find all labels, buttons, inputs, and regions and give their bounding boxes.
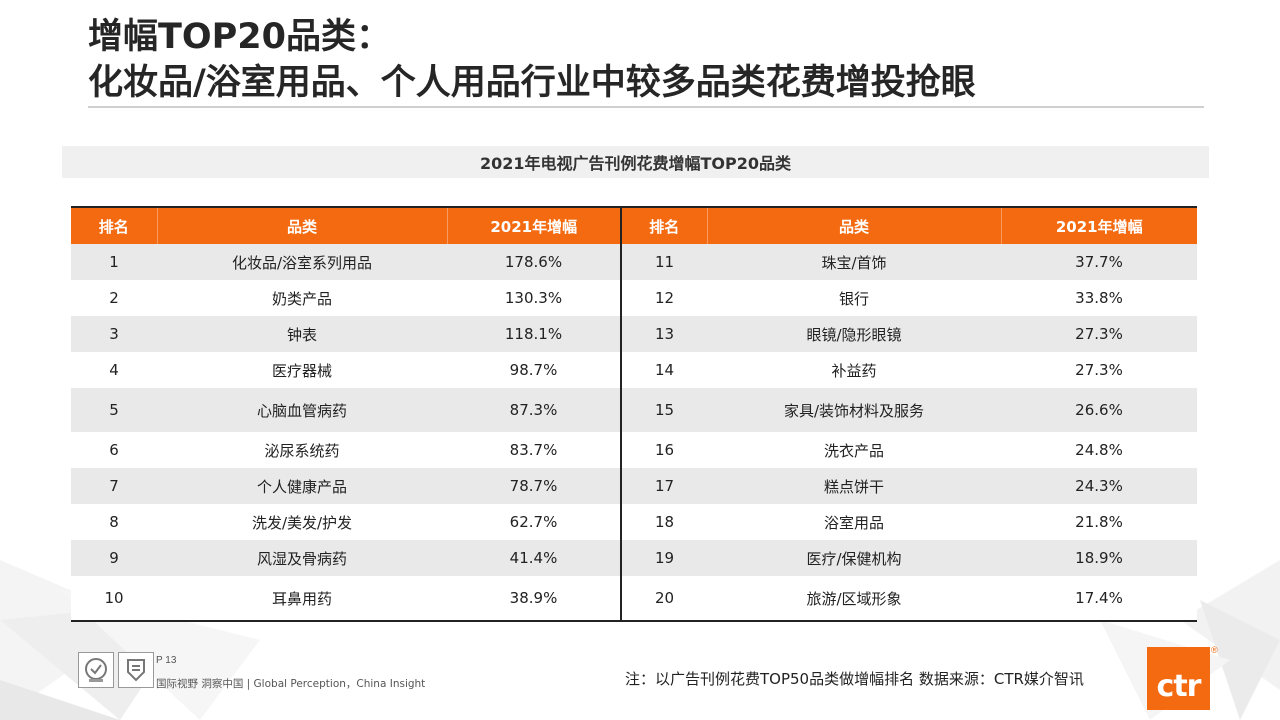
rank-cell: 10 <box>71 576 157 622</box>
growth-cell: 26.6% <box>1001 388 1197 432</box>
table-row: 10 耳鼻用药 38.9% 20 旅游/区域形象 17.4% <box>71 576 1197 622</box>
table-row: 3 钟表 118.1% 13 眼镜/隐形眼镜 27.3% <box>71 316 1197 352</box>
table-row: 8 洗发/美发/护发 62.7% 18 浴室用品 21.8% <box>71 504 1197 540</box>
category-cell: 洗衣产品 <box>707 432 1001 468</box>
rank-cell: 17 <box>620 468 707 504</box>
rank-cell: 15 <box>620 388 707 432</box>
rank-cell: 18 <box>620 504 707 540</box>
category-cell: 心脑血管病药 <box>157 388 447 432</box>
category-cell: 珠宝/首饰 <box>707 244 1001 280</box>
header-rank-right: 排名 <box>620 206 707 244</box>
rank-cell: 6 <box>71 432 157 468</box>
growth-cell: 98.7% <box>447 352 621 388</box>
ranking-table: 排名 品类 2021年增幅 排名 品类 2021年增幅 1 化妆品/浴室系列用品… <box>71 206 1197 622</box>
growth-cell: 24.3% <box>1001 468 1197 504</box>
category-cell: 洗发/美发/护发 <box>157 504 447 540</box>
rank-cell: 19 <box>620 540 707 576</box>
table-row: 9 风湿及骨病药 41.4% 19 医疗/保健机构 18.9% <box>71 540 1197 576</box>
page-title: 增幅TOP20品类： 化妆品/浴室用品、个人用品行业中较多品类花费增投抢眼 <box>88 14 976 106</box>
registered-mark: ® <box>1211 645 1218 655</box>
table-row: 4 医疗器械 98.7% 14 补益药 27.3% <box>71 352 1197 388</box>
table-header-row: 排名 品类 2021年增幅 排名 品类 2021年增幅 <box>71 206 1197 244</box>
rank-cell: 5 <box>71 388 157 432</box>
rank-cell: 13 <box>620 316 707 352</box>
certification-seal-icon <box>78 652 114 688</box>
rank-cell: 11 <box>620 244 707 280</box>
rank-cell: 7 <box>71 468 157 504</box>
title-divider <box>88 106 1204 108</box>
category-cell: 补益药 <box>707 352 1001 388</box>
logo-text: ctr <box>1156 669 1202 704</box>
category-cell: 旅游/区域形象 <box>707 576 1001 622</box>
growth-cell: 41.4% <box>447 540 621 576</box>
header-category-right: 品类 <box>706 206 1001 244</box>
rank-cell: 4 <box>71 352 157 388</box>
growth-cell: 18.9% <box>1001 540 1197 576</box>
category-cell: 奶类产品 <box>157 280 447 316</box>
category-cell: 家具/装饰材料及服务 <box>707 388 1001 432</box>
category-cell: 泌尿系统药 <box>157 432 447 468</box>
rank-cell: 2 <box>71 280 157 316</box>
table-row: 5 心脑血管病药 87.3% 15 家具/装饰材料及服务 26.6% <box>71 388 1197 432</box>
growth-cell: 178.6% <box>447 244 621 280</box>
growth-cell: 24.8% <box>1001 432 1197 468</box>
quality-badge-icon <box>118 652 154 688</box>
growth-cell: 37.7% <box>1001 244 1197 280</box>
category-cell: 医疗器械 <box>157 352 447 388</box>
rank-cell: 9 <box>71 540 157 576</box>
growth-cell: 130.3% <box>447 280 621 316</box>
category-cell: 浴室用品 <box>707 504 1001 540</box>
growth-cell: 87.3% <box>447 388 621 432</box>
growth-cell: 21.8% <box>1001 504 1197 540</box>
growth-cell: 27.3% <box>1001 316 1197 352</box>
growth-cell: 38.9% <box>447 576 621 622</box>
header-growth-right: 2021年增幅 <box>1000 206 1197 244</box>
header-growth-left: 2021年增幅 <box>446 206 621 244</box>
rank-cell: 8 <box>71 504 157 540</box>
ctr-logo: ctr <box>1147 647 1210 710</box>
source-note: 注：以广告刊例花费TOP50品类做增幅排名 数据来源：CTR媒介智讯 <box>625 670 1084 688</box>
table-row: 6 泌尿系统药 83.7% 16 洗衣产品 24.8% <box>71 432 1197 468</box>
rank-cell: 20 <box>620 576 707 622</box>
rank-cell: 16 <box>620 432 707 468</box>
category-cell: 眼镜/隐形眼镜 <box>707 316 1001 352</box>
header-rank-left: 排名 <box>71 206 157 244</box>
category-cell: 银行 <box>707 280 1001 316</box>
title-line-2: 化妆品/浴室用品、个人用品行业中较多品类花费增投抢眼 <box>88 63 976 103</box>
category-cell: 医疗/保健机构 <box>707 540 1001 576</box>
growth-cell: 118.1% <box>447 316 621 352</box>
company-slogan: 国际视野 洞察中国 | Global Perception，China Insi… <box>156 678 426 690</box>
title-line-1: 增幅TOP20品类： <box>88 17 391 57</box>
category-cell: 糕点饼干 <box>707 468 1001 504</box>
rank-cell: 14 <box>620 352 707 388</box>
growth-cell: 17.4% <box>1001 576 1197 622</box>
category-cell: 钟表 <box>157 316 447 352</box>
table-subtitle: 2021年电视广告刊例花费增幅TOP20品类 <box>62 146 1209 178</box>
category-cell: 个人健康产品 <box>157 468 447 504</box>
header-category-left: 品类 <box>156 206 447 244</box>
rank-cell: 12 <box>620 280 707 316</box>
rank-cell: 1 <box>71 244 157 280</box>
growth-cell: 62.7% <box>447 504 621 540</box>
category-cell: 化妆品/浴室系列用品 <box>157 244 447 280</box>
table-row: 7 个人健康产品 78.7% 17 糕点饼干 24.3% <box>71 468 1197 504</box>
category-cell: 风湿及骨病药 <box>157 540 447 576</box>
rank-cell: 3 <box>71 316 157 352</box>
certification-badges <box>78 652 154 688</box>
table-row: 2 奶类产品 130.3% 12 银行 33.8% <box>71 280 1197 316</box>
table-row: 1 化妆品/浴室系列用品 178.6% 11 珠宝/首饰 37.7% <box>71 244 1197 280</box>
growth-cell: 27.3% <box>1001 352 1197 388</box>
growth-cell: 33.8% <box>1001 280 1197 316</box>
growth-cell: 78.7% <box>447 468 621 504</box>
category-cell: 耳鼻用药 <box>157 576 447 622</box>
growth-cell: 83.7% <box>447 432 621 468</box>
page-number: P 13 <box>156 655 177 666</box>
